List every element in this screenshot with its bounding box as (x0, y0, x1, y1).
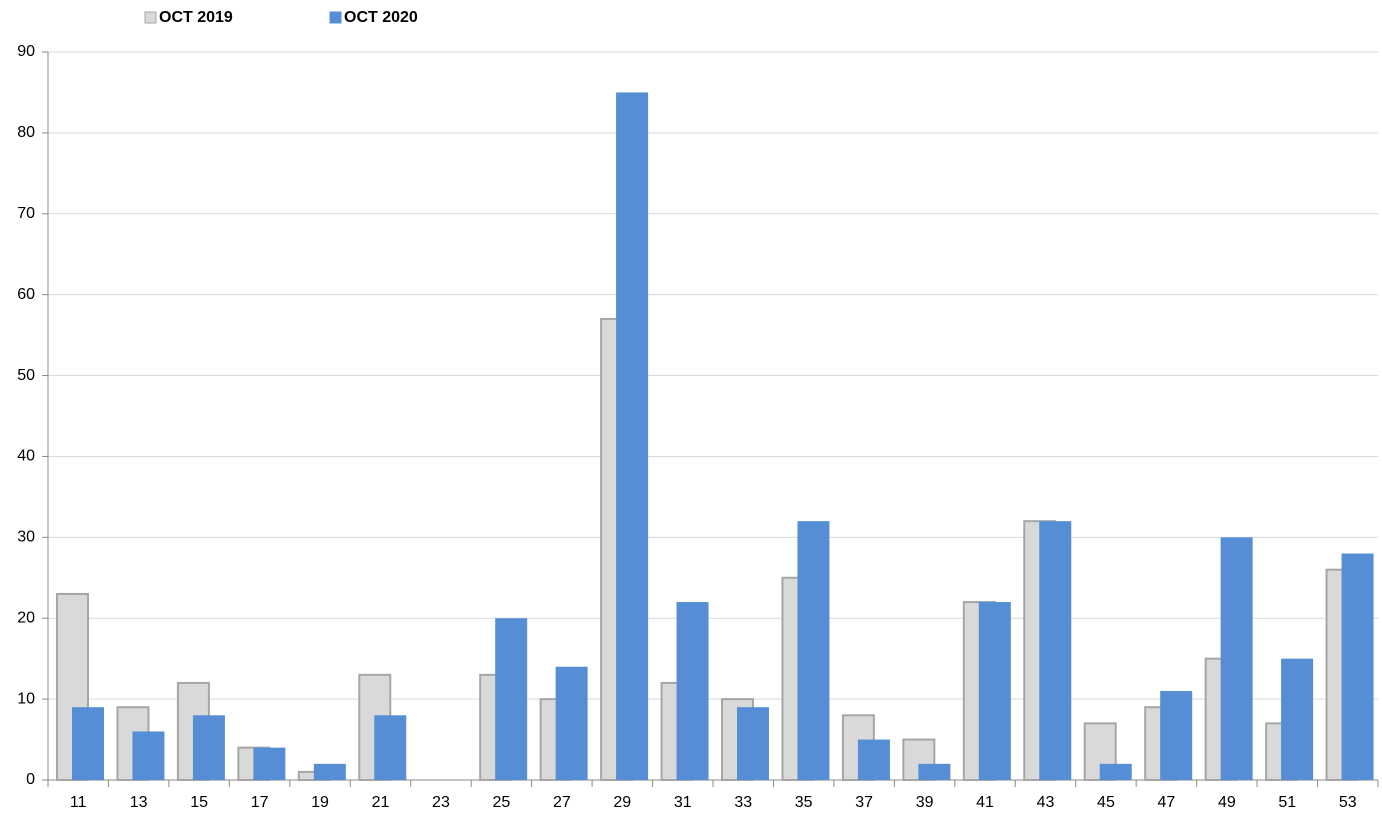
y-tick-label: 10 (17, 690, 35, 707)
y-tick-label: 80 (17, 124, 35, 141)
bar (1099, 763, 1132, 780)
bar (132, 731, 165, 780)
bar (1220, 537, 1253, 780)
bar (978, 602, 1011, 780)
bar (616, 92, 649, 780)
legend-label: OCT 2019 (159, 9, 233, 26)
x-tick-label: 45 (1097, 794, 1115, 811)
x-tick-label: 53 (1339, 794, 1357, 811)
y-tick-label: 0 (26, 771, 35, 788)
x-tick-label: 31 (674, 794, 692, 811)
x-tick-label: 11 (70, 794, 87, 811)
bar (253, 747, 286, 780)
x-tick-label: 25 (493, 794, 511, 811)
legend-swatch (329, 11, 342, 24)
bar (374, 715, 407, 780)
legend-swatch (144, 11, 157, 24)
y-tick-label: 50 (17, 367, 35, 384)
x-tick-label: 35 (795, 794, 813, 811)
bar (1039, 521, 1072, 780)
bar (857, 739, 890, 780)
x-tick-label: 17 (251, 794, 269, 811)
bar (313, 763, 346, 780)
x-tick-label: 41 (976, 794, 994, 811)
bar (737, 707, 769, 780)
x-tick-label: 49 (1218, 794, 1236, 811)
x-tick-label: 43 (1037, 794, 1055, 811)
bar (72, 707, 104, 780)
bar (918, 763, 951, 780)
bar (1341, 553, 1374, 780)
x-tick-label: 27 (553, 794, 571, 811)
x-tick-label: 19 (311, 794, 329, 811)
x-tick-label: 21 (372, 794, 390, 811)
x-tick-label: 23 (432, 794, 450, 811)
bar (1160, 691, 1193, 780)
y-tick-label: 90 (17, 43, 35, 60)
x-tick-label: 33 (734, 794, 752, 811)
bar (555, 666, 588, 780)
y-tick-label: 30 (17, 529, 35, 546)
y-tick-label: 60 (17, 286, 35, 303)
bar (1281, 658, 1314, 780)
x-tick-label: 13 (130, 794, 148, 811)
bar (192, 715, 225, 780)
x-tick-label: 51 (1278, 794, 1296, 811)
bar (797, 521, 830, 780)
x-tick-label: 47 (1158, 794, 1176, 811)
x-tick-label: 15 (190, 794, 208, 811)
y-tick-label: 70 (17, 205, 35, 222)
bar (676, 602, 709, 780)
x-tick-label: 37 (855, 794, 873, 811)
legend-label: OCT 2020 (344, 9, 418, 26)
y-tick-label: 40 (17, 448, 35, 465)
bar (495, 618, 528, 780)
x-tick-label: 39 (916, 794, 934, 811)
x-tick-label: 29 (613, 794, 631, 811)
y-tick-label: 20 (17, 609, 35, 626)
